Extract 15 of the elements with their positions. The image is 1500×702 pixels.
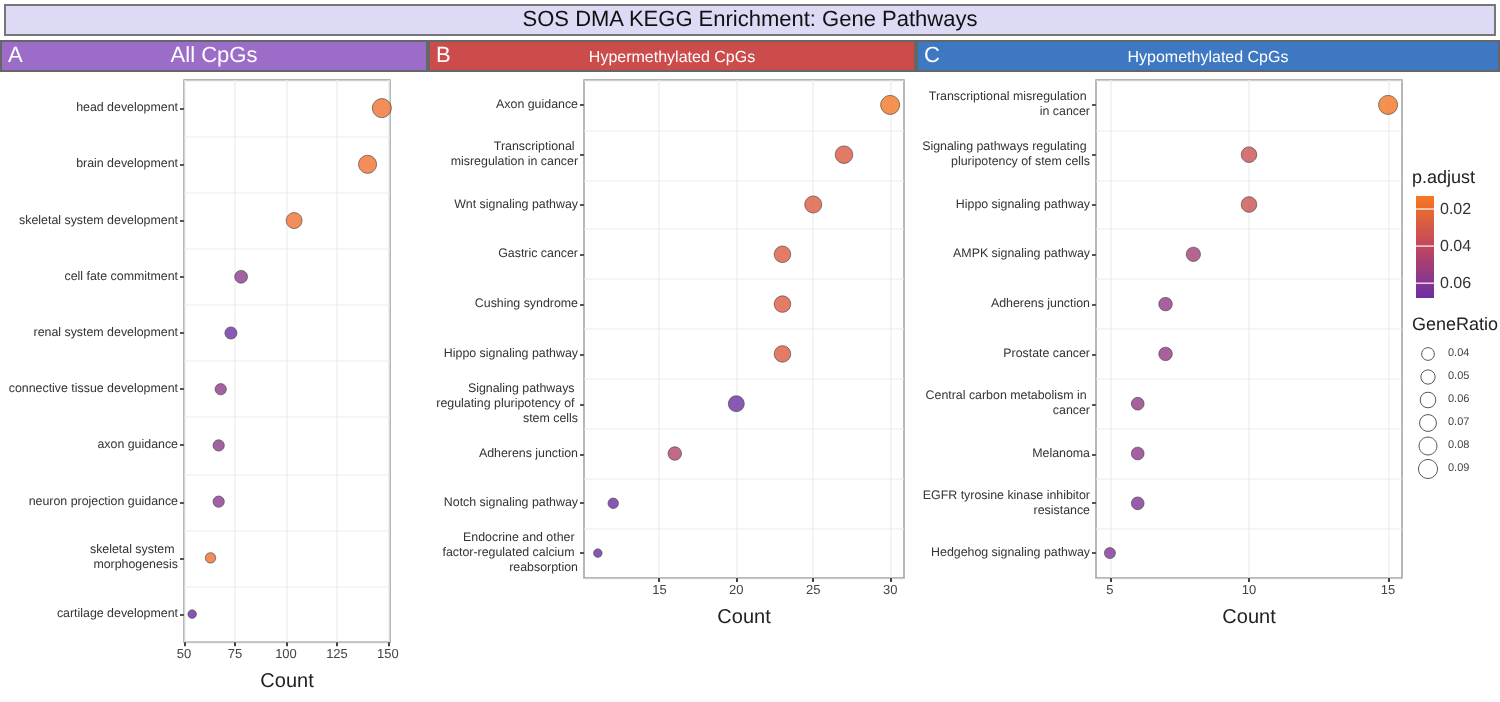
text: SOS DMA KEGG Enrichment: Gene Pathways: [4, 4, 1496, 36]
color-bar-label: 0.06: [1440, 274, 1473, 293]
color-bar-title: p.adjust: [1412, 167, 1477, 187]
x-axis-title: Count: [260, 671, 315, 693]
color-bar-label: 0.02: [1440, 199, 1473, 218]
text: A: [8, 44, 23, 68]
legend-title: GeneRatio: [1412, 314, 1499, 334]
x-axis-title: Count: [717, 606, 772, 629]
text: C: [924, 44, 940, 68]
color-bar-label: 0.04: [1440, 237, 1473, 256]
chart-subtitle: All CpGs: [170, 44, 258, 68]
x-axis-title: Count: [1222, 606, 1277, 629]
chart-subtitle: Hypermethylated CpGs: [588, 48, 756, 66]
chart-subtitle: Hypomethylated CpGs: [1127, 48, 1289, 66]
text: B: [436, 44, 451, 68]
